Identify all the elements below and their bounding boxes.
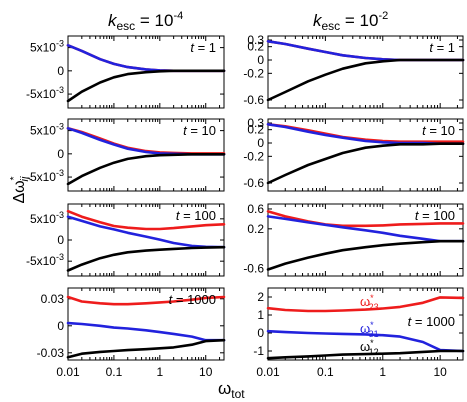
y-tick-label: -0.03 — [37, 346, 65, 360]
series-line-black — [66, 338, 226, 359]
x-tick-label: 10 — [433, 365, 447, 379]
x-tick-label: 0.01 — [56, 365, 80, 379]
x-axis-label: ωtot — [218, 379, 245, 401]
y-tick-label: -5x10-3 — [26, 168, 64, 184]
series-line-blue — [66, 215, 226, 249]
time-label: t = 100 — [176, 208, 216, 223]
y-tick-label: 5x10-3 — [30, 122, 64, 138]
x-tick-label: 1 — [379, 365, 386, 379]
series-line-blue — [266, 215, 465, 243]
y-tick-label: 0.2 — [247, 123, 264, 137]
panel-1: 5x10-3 0 -5x10-3 t = 1 — [26, 35, 226, 109]
y-tick-label: 0.03 — [41, 292, 65, 306]
x-tick-label: 0.01 — [256, 365, 280, 379]
y-tick-label: 0 — [257, 136, 264, 150]
column-title-left: kesc = 10-4 — [108, 10, 183, 33]
y-tick-label: 0 — [257, 53, 264, 67]
y-tick-label: 1 — [257, 308, 264, 322]
panels: 5x10-30-5x10-3t = 1 0.30.20-0.2-0.6t = 15… — [26, 33, 465, 379]
y-tick-label: 0 — [57, 319, 64, 333]
y-tick-label: 0.3 — [247, 116, 264, 130]
series-line-black — [66, 69, 226, 103]
y-tick-label: 0 — [57, 147, 64, 161]
x-tick-label: 0.1 — [317, 365, 334, 379]
curve-annotation: ω* 31 — [360, 320, 379, 339]
time-label: t = 1000 — [169, 292, 216, 307]
series-line-red — [66, 209, 226, 231]
y-tick-label: -0.6 — [243, 262, 264, 276]
column-title-right: kesc = 10-2 — [313, 10, 388, 33]
panel-5: 5x10-3 0 -5x10-3 t = 100 — [26, 203, 226, 277]
y-tick-label: 0.3 — [247, 33, 264, 47]
curve-annotation: ω* 12 — [360, 338, 379, 357]
y-tick-label: 0 — [257, 326, 264, 340]
panel-7: 0.03 0 -0.03 0.01 0.1 1 10 t = 1000 — [37, 287, 226, 379]
series-line-black — [66, 153, 226, 186]
y-tick-label: -0.6 — [243, 176, 264, 190]
y-tick-label: 0.6 — [247, 202, 264, 216]
series-line-red — [266, 210, 465, 228]
y-tick-label: 0 — [57, 233, 64, 247]
series-line-red — [66, 295, 226, 306]
series-line-23 — [266, 296, 465, 313]
y-tick-label: -0.2 — [243, 149, 264, 163]
y-tick-label: 5x10-3 — [30, 39, 64, 55]
y-axis-label: Δω*ij — [9, 176, 31, 204]
y-tick-label: -5x10-3 — [26, 85, 64, 101]
panel-2: 0.30.20-0.2 -0.6 t = 1 — [243, 33, 465, 109]
y-tick-label: -1 — [253, 344, 264, 358]
x-tick-label: 1 — [156, 365, 163, 379]
time-label: t = 1000 — [408, 314, 455, 329]
y-tick-label: -0.2 — [243, 66, 264, 80]
y-tick-label: 0.2 — [247, 222, 264, 236]
panel-6: 0.6 0.2 -0.6 t = 100 — [243, 202, 465, 277]
series-line-black — [266, 239, 465, 271]
y-tick-label: 0.2 — [247, 40, 264, 54]
series-line-12 — [266, 349, 465, 360]
panel-3: 5x10-3 0 -5x10-3 t = 10 — [26, 118, 226, 192]
time-label: t = 10 — [183, 123, 216, 138]
series-line-blue — [66, 321, 226, 342]
y-tick-label: -5x10-3 — [26, 252, 64, 268]
curve-annotation: ω* 23 — [360, 293, 379, 312]
x-tick-label: 0.1 — [106, 365, 123, 379]
y-tick-label: -0.6 — [243, 93, 264, 107]
series-line-black — [266, 142, 465, 185]
series-line-black — [266, 58, 465, 102]
series-line-black — [66, 245, 226, 272]
y-tick-label: 0 — [57, 64, 64, 78]
y-tick-label: 5x10-3 — [30, 210, 64, 226]
series-line-31 — [266, 329, 465, 353]
time-label: t = 1 — [429, 40, 455, 55]
time-label: t = 10 — [422, 123, 455, 138]
panel-4: 0.30.20-0.2 -0.6 t = 10 — [243, 116, 465, 192]
y-tick-label: 2 — [257, 290, 264, 304]
x-tick-label: 10 — [199, 365, 213, 379]
time-label: t = 1 — [190, 40, 216, 55]
time-label: t = 100 — [415, 208, 455, 223]
